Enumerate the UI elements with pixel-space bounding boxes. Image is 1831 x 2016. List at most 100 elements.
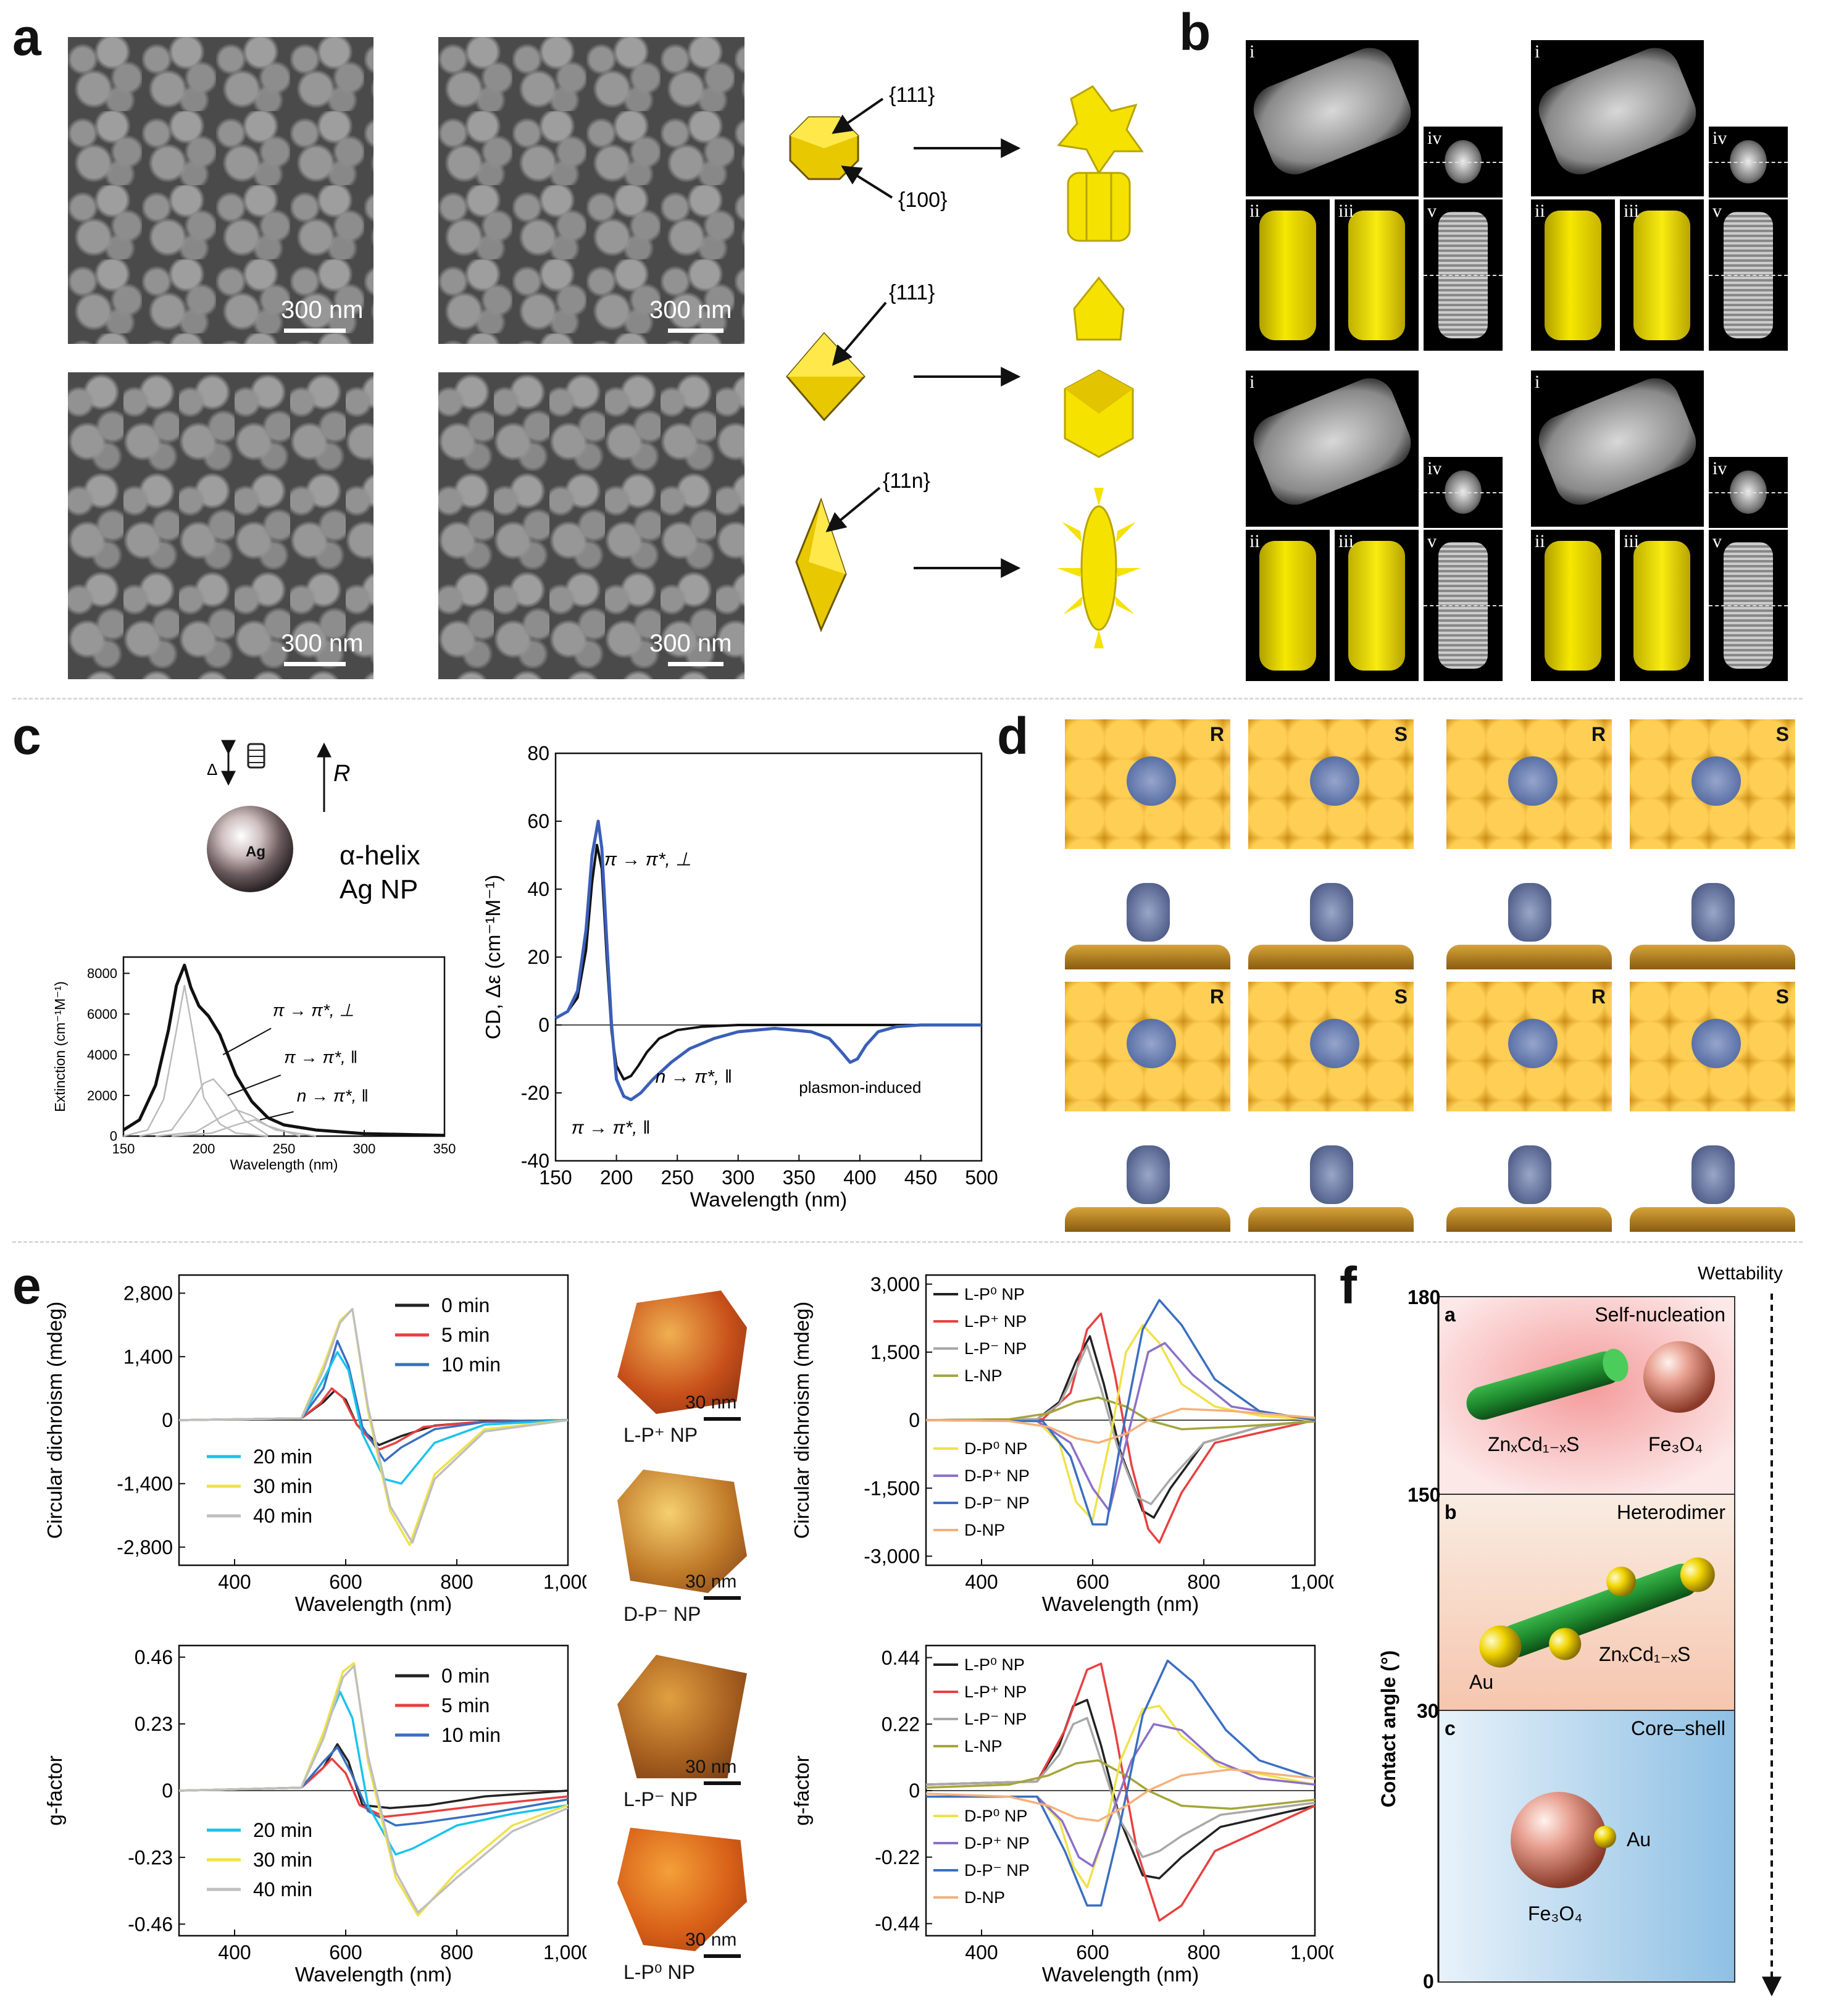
x-tick-label: 400 [218,1571,251,1593]
ext-pointer-2 [227,1074,282,1097]
f-ylabel: Contact angle (°) [1377,1650,1399,1808]
legend-label: 40 min [253,1505,312,1527]
cd-np-chart: 400 600 800 1,000 3,000 1,500 0 -1,500 -3,000 Wav… [791,1273,1333,1616]
y-tick-label: 8000 [87,966,117,981]
x-tick-label: 1,000 [1290,1941,1333,1964]
legend-label: L-P⁺ NP [964,1683,1027,1701]
legend-label: L-NP [964,1737,1003,1755]
x-tick-label: 1,000 [543,1941,586,1964]
series-line-5 [926,1723,1316,1868]
series-line-5 [925,1342,1316,1512]
y-tick-label: 0 [909,1409,920,1431]
x-tick-label: 200 [600,1166,633,1189]
facet-label-111a: {111} [889,83,935,107]
y-tick-label: 0 [162,1780,173,1802]
box-a-title: Self-nucleation [1595,1303,1725,1326]
legend-label: 10 min [441,1353,501,1376]
molecule-side-1-2 [1508,1145,1551,1204]
box-a-l2: Fe₃O₄ [1648,1433,1703,1455]
x-tick-label: 400 [965,1941,998,1964]
pentagonal-star-icon [1064,276,1134,458]
y-tick-label: 3,000 [870,1273,920,1295]
surface-view-1-3: S [1630,982,1795,1111]
legend-label: L-NP [964,1366,1003,1385]
legend-label: 30 min [253,1475,312,1497]
tomo-block-0-i: i [1246,40,1419,196]
particle-scale-bar-2 [704,1781,741,1785]
y-tick-label: 0 [909,1780,920,1802]
cd-time-chart: 400 600 800 1,000 2,800 1,400 0 -1,400 -2,800 Wav… [44,1274,586,1616]
x-tick-label: 300 [353,1141,376,1156]
y-tick-label: 1,500 [870,1341,920,1363]
tomo-block-0-ii: ii [1246,199,1330,351]
ag-label: Ag [246,843,265,860]
panel-label-f: f [1340,1257,1357,1315]
series-line-6 [925,1299,1316,1526]
enantiomer-label-1-1: S [1394,985,1408,1008]
x-tick-label: 600 [329,1941,362,1964]
legend-label: 0 min [441,1294,490,1316]
series-line-5 [178,1308,569,1544]
panel-label-e: e [12,1257,41,1315]
box-b-title: Heterodimer [1617,1501,1725,1523]
x-tick-label: 500 [965,1166,998,1189]
enantiomer-label-0-2: R [1591,723,1606,745]
tomo-block-2-iv: iv [1424,457,1503,528]
tomo-block-3-dash-v [1709,605,1788,606]
side-view-0-3 [1630,868,1795,969]
ag-sphere-icon [207,806,293,892]
tomo-block-1-dash-v [1709,275,1788,276]
cd-annotation-2: n → π*, ‖ [656,1067,732,1087]
sem-image-3 [68,372,373,679]
molecule-side-0-0 [1127,883,1170,942]
x-axis-label: Wavelength (nm) [230,1156,338,1173]
sem-image-2 [438,37,744,344]
x-tick-label: 800 [440,1571,473,1593]
side-view-0-1 [1248,868,1414,969]
tomo-block-0-v: v [1424,199,1503,351]
f-ytick-0: 0 [1423,1970,1434,1993]
legend-label: L-P⁻ NP [964,1710,1027,1728]
x-tick-label: 600 [1076,1941,1109,1964]
nanoparticle-render-0 [617,1290,747,1414]
tomo-block-0-lbl-v: v [1427,201,1437,221]
legend-label: D-P⁺ NP [964,1834,1030,1852]
y-axis-label: g-factor [44,1755,67,1826]
gold-slab-1-0 [1065,1207,1230,1232]
x-tick-label: 600 [1076,1571,1109,1593]
tomo-block-1-gold-render-ii [1545,211,1601,340]
tomo-block-2-lbl-iii: iii [1338,531,1354,551]
series-line-4 [171,1119,317,1137]
tomo-block-0-gold-render-iii [1348,211,1405,340]
particle-scale-label-1: 30 nm [685,1571,737,1592]
sem-image-1 [68,37,373,344]
molecule-side-1-0 [1127,1145,1170,1204]
side-view-1-2 [1446,1130,1612,1232]
series-line-3 [925,1759,1316,1810]
tomo-block-1-lbl-ii: ii [1535,201,1545,221]
surface-view-0-0: R [1065,719,1230,849]
scale-label-2: 300 nm [649,296,732,324]
x-tick-label: 800 [1187,1571,1220,1593]
y-tick-label: 0.23 [135,1713,173,1735]
x-tick-label: 1,000 [543,1571,586,1593]
x-tick-label: 800 [440,1941,473,1964]
series-line-1 [554,819,982,1102]
tomo-block-2-lbl-v: v [1427,531,1437,551]
molecule-side-1-3 [1691,1145,1735,1204]
gold-slab-1-2 [1446,1207,1612,1232]
y-axis-label: Circular dichroism (mdeg) [44,1302,67,1539]
y-tick-label: -1,400 [117,1473,173,1495]
tomo-block-2-particle-image [1246,370,1419,512]
y-tick-label: -0.22 [875,1846,920,1868]
heterodimer-icon [1479,1557,1715,1668]
series-line-3 [178,1351,569,1485]
tomo-block-3-ii: ii [1531,530,1615,681]
y-tick-label: -20 [521,1082,549,1104]
x-tick-label: 350 [433,1141,456,1156]
y-axis-label: CD, Δε (cm⁻¹M⁻¹) [482,875,505,1040]
au-dot-icon [1594,1826,1616,1848]
y-tick-label: -0.44 [875,1913,920,1935]
legend-label: D-P⁻ NP [964,1861,1030,1880]
particle-scale-bar-1 [704,1596,741,1600]
